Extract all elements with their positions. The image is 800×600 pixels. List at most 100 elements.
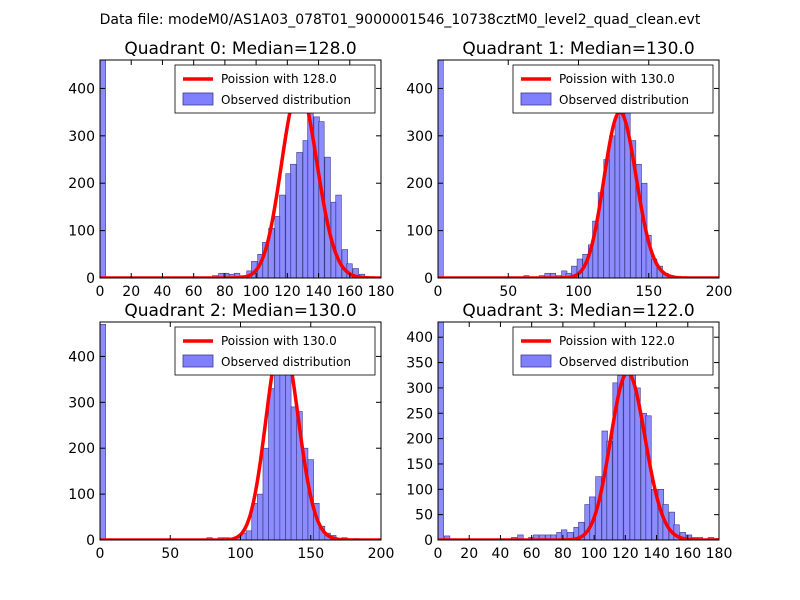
y-axis: 0 100 200 300 400 [406, 81, 719, 287]
legend-label-poisson: Poission with 122.0 [559, 334, 675, 348]
y-tick-label: 100 [406, 224, 433, 240]
histogram-bar [223, 272, 230, 278]
x-tick-label: 0 [96, 284, 105, 300]
x-tick-label: 100 [227, 546, 254, 562]
histogram-bar [296, 152, 303, 278]
y-tick-label: 50 [415, 508, 433, 524]
x-tick-label: 100 [565, 284, 592, 300]
histogram-bar [257, 493, 264, 540]
y-tick-label: 0 [424, 533, 433, 549]
x-tick-label: 140 [643, 546, 670, 562]
y-tick-label: 200 [406, 176, 433, 192]
x-axis: 0 20 40 60 80 100 120 140 160 180 [434, 322, 733, 562]
x-tick-label: 120 [274, 284, 301, 300]
histogram-bar [279, 194, 286, 278]
x-tick-label: 150 [635, 284, 662, 300]
x-tick-label: 140 [305, 284, 332, 300]
y-tick-label: 350 [406, 356, 433, 372]
y-tick-label: 300 [68, 129, 95, 145]
plot-area [438, 60, 719, 278]
histogram-bar [438, 322, 444, 540]
x-axis: 0 50 100 150 200 [96, 322, 395, 562]
subplot-grid: 0 20 40 60 80 100 120 140 160 1800100200300400Qua… [68, 39, 732, 562]
histogram-bar [233, 272, 241, 278]
subplot-title: Quadrant 0: Median=128.0 [124, 39, 356, 59]
y-tick-label: 300 [68, 395, 95, 411]
legend: Poission with 122.0 Observed distribution [512, 326, 714, 376]
y-tick-label: 400 [406, 81, 433, 97]
x-tick-label: 20 [122, 284, 140, 300]
legend-label-observed: Observed distribution [221, 93, 351, 107]
legend-label-poisson: Poission with 130.0 [221, 334, 337, 348]
histogram-bar [443, 535, 451, 540]
histogram-bar [290, 406, 297, 540]
y-tick-label: 100 [68, 487, 95, 503]
y-axis: 0 100 200 300 400 [68, 81, 381, 287]
y-tick-label: 250 [406, 406, 433, 422]
subplot-quadrant-1: 0 50 100 150 200 0 100 200 300 400 Quadrant 1: Med… [406, 39, 732, 300]
histogram-bar [100, 323, 106, 540]
plot-area [438, 322, 719, 540]
histogram-bar [438, 60, 444, 278]
x-tick-label: 20 [460, 546, 478, 562]
y-tick-label: 100 [406, 482, 433, 498]
y-tick-label: 0 [86, 271, 95, 287]
histogram-bar [100, 60, 106, 278]
legend-label-poisson: Poission with 130.0 [559, 72, 675, 86]
y-tick-label: 400 [68, 349, 95, 365]
histogram-bar [285, 351, 292, 540]
histogram-bar [567, 532, 574, 540]
y-tick-label: 0 [424, 271, 433, 287]
y-axis: 0 50 100 150 200 250 300 350 400 [406, 330, 719, 549]
subplot-title: Quadrant 3: Median=122.0 [462, 301, 694, 321]
x-tick-label: 0 [96, 546, 105, 562]
legend: Poission with 130.0 Observed distribution [174, 326, 376, 376]
subplot-title: Quadrant 2: Median=130.0 [124, 301, 356, 321]
y-tick-label: 200 [406, 432, 433, 448]
x-tick-label: 100 [243, 284, 270, 300]
x-tick-label: 0 [434, 546, 443, 562]
histogram-bar [578, 521, 585, 540]
histogram-bar [245, 530, 253, 540]
x-tick-label: 40 [492, 546, 510, 562]
x-axis: 0 20 40 60 80 100 120 140 160 180 [96, 60, 395, 300]
x-tick-label: 180 [706, 546, 733, 562]
y-axis: 0 100 200 300 400 [68, 349, 381, 549]
histogram-bar [268, 388, 275, 540]
poisson-curve [100, 336, 381, 540]
axes-frame [437, 321, 720, 541]
y-tick-label: 300 [406, 381, 433, 397]
histogram-bar [290, 163, 297, 278]
x-tick-label: 180 [368, 284, 395, 300]
histogram-bars [438, 60, 675, 278]
x-tick-label: 50 [499, 284, 517, 300]
x-axis: 0 50 100 150 200 [434, 60, 732, 300]
x-tick-label: 0 [434, 284, 443, 300]
legend-bar-swatch [520, 92, 552, 106]
y-tick-label: 200 [68, 176, 95, 192]
legend-bar-swatch [520, 354, 552, 368]
y-tick-label: 400 [406, 330, 433, 346]
legend-label-observed: Observed distribution [559, 355, 689, 369]
subplot-quadrant-0: 0 20 40 60 80 100 120 140 160 1800100200300400Qua… [68, 39, 394, 300]
x-tick-label: 200 [368, 546, 395, 562]
figure-suptitle: Data file: modeM0/AS1A03_078T01_90000015… [100, 12, 701, 28]
x-tick-label: 80 [554, 546, 572, 562]
x-tick-label: 150 [297, 546, 324, 562]
subplot-quadrant-3: 0 20 40 60 80 100 120 140 160 1800501001502002503… [406, 301, 732, 562]
subplot-title: Quadrant 1: Median=130.0 [462, 39, 694, 59]
x-tick-label: 50 [161, 546, 179, 562]
legend-label-observed: Observed distribution [221, 355, 351, 369]
x-tick-label: 160 [674, 546, 701, 562]
x-tick-label: 60 [523, 546, 541, 562]
histogram-bar [262, 447, 269, 540]
legend-label-observed: Observed distribution [559, 93, 689, 107]
plot-area [100, 323, 381, 540]
legend-bar-swatch [182, 92, 214, 106]
histogram-bar [273, 356, 281, 540]
histogram-bar [645, 415, 652, 540]
histogram-bar [335, 194, 342, 278]
y-tick-label: 100 [68, 224, 95, 240]
histogram-bar [634, 387, 641, 540]
